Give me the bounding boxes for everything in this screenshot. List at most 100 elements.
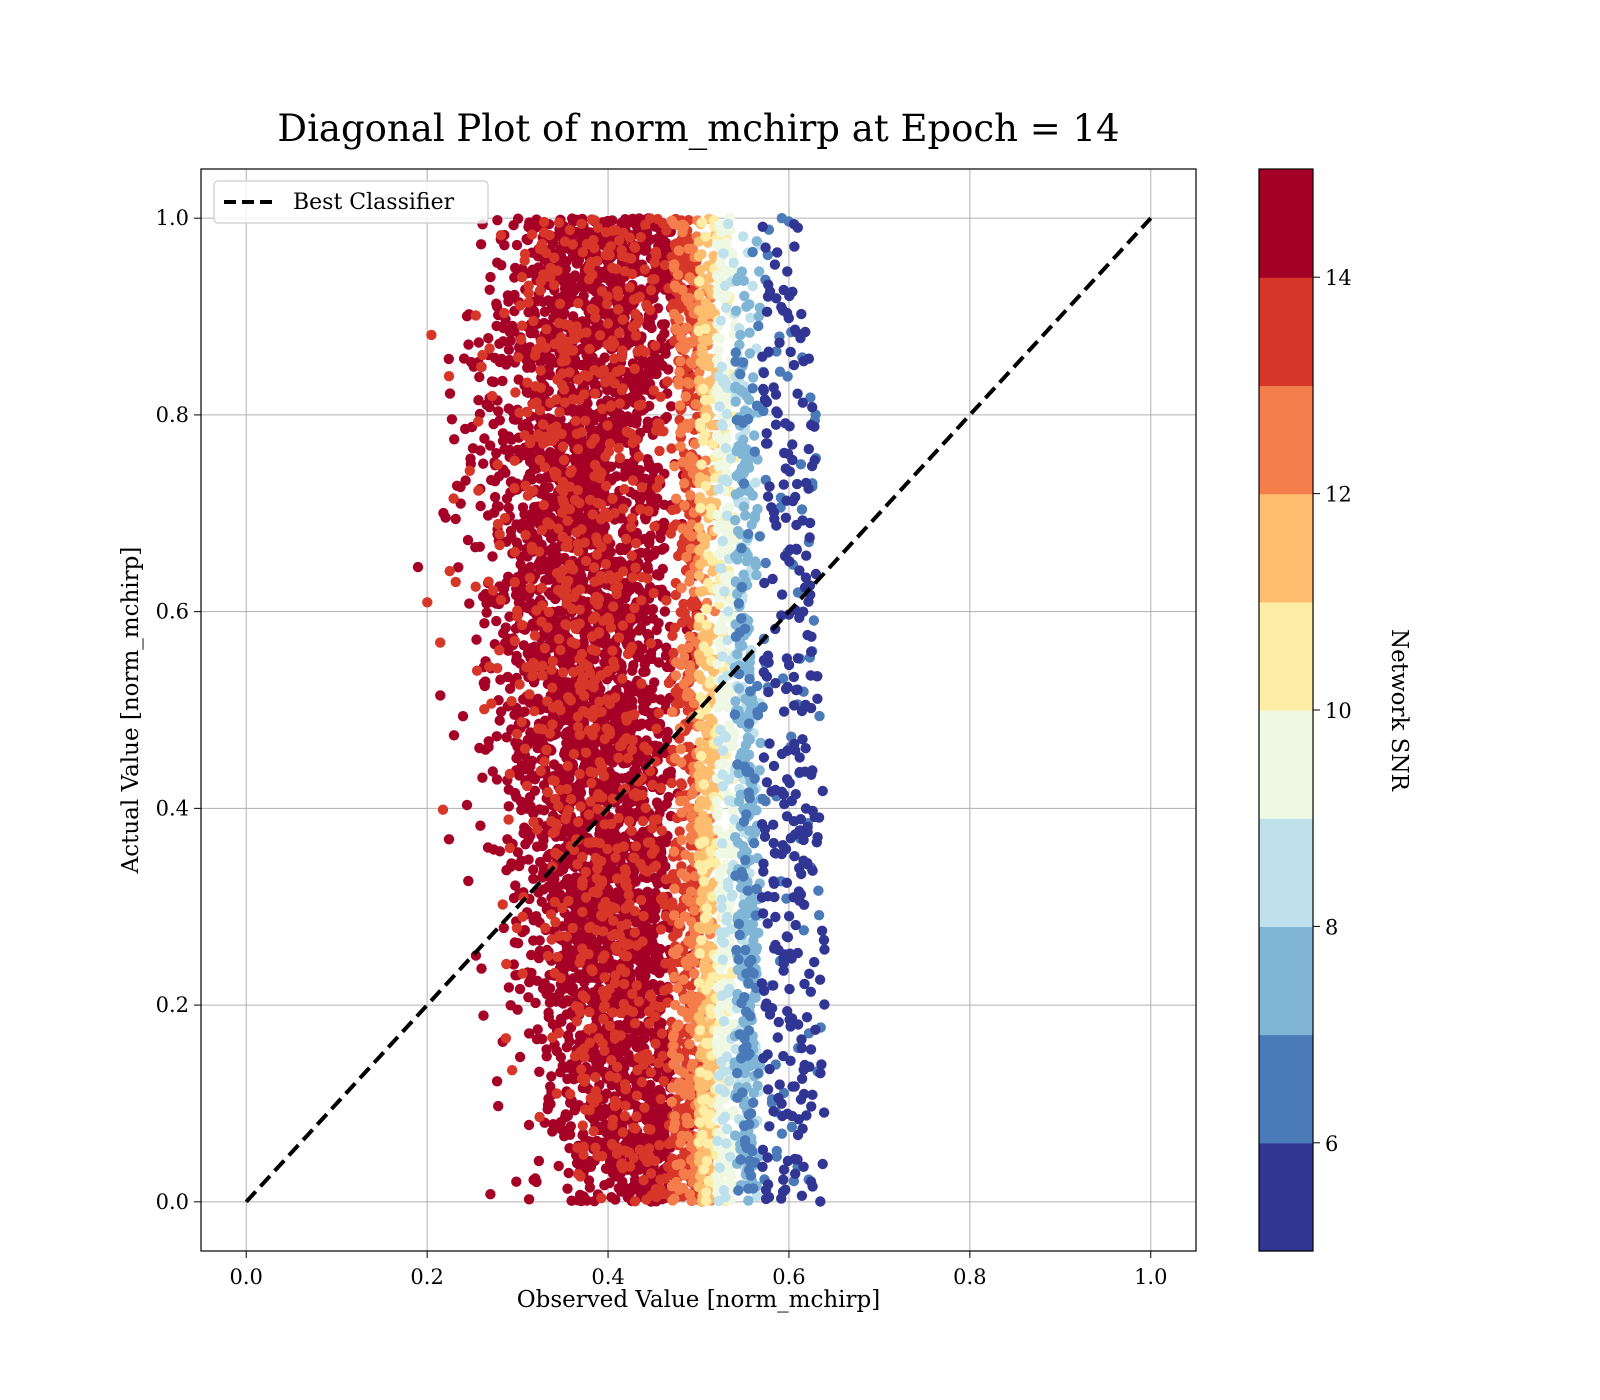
scatter-point — [537, 670, 548, 681]
scatter-point — [514, 679, 525, 690]
scatter-point — [653, 1057, 664, 1069]
scatter-point — [584, 1105, 595, 1116]
scatter-point — [616, 1160, 627, 1171]
scatter-point — [571, 272, 582, 283]
scatter-point — [554, 406, 565, 418]
scatter-point — [639, 1102, 650, 1114]
scatter-point — [552, 951, 563, 963]
scatter-point — [503, 502, 514, 513]
scatter-point — [526, 755, 538, 766]
scatter-point — [538, 269, 549, 280]
scatter-point — [515, 796, 527, 807]
scatter-point — [623, 373, 634, 385]
scatter-point — [574, 1006, 586, 1018]
scatter-point — [551, 1088, 562, 1099]
scatter-point — [525, 561, 536, 573]
scatter-point — [443, 834, 455, 845]
scatter-point — [646, 848, 658, 859]
scatter-point — [470, 542, 481, 553]
scatter-point — [598, 926, 609, 937]
scatter-point — [625, 698, 636, 709]
scatter-point — [564, 1036, 575, 1047]
scatter-point — [611, 873, 623, 884]
scatter-point — [511, 1176, 522, 1187]
scatter-point — [503, 814, 514, 825]
scatter-point — [504, 842, 515, 854]
scatter-point — [589, 215, 600, 226]
scatter-point — [533, 952, 545, 964]
scatter-point — [577, 1120, 588, 1131]
scatter-point — [556, 379, 568, 391]
scatter-point — [517, 518, 528, 529]
scatter-point — [477, 772, 488, 783]
scatter-point — [559, 351, 570, 362]
scatter-point — [568, 667, 579, 678]
scatter-point — [577, 880, 588, 891]
scatter-point — [540, 981, 551, 992]
scatter-point — [539, 643, 551, 654]
scatter-point — [570, 415, 581, 427]
scatter-point — [623, 815, 635, 827]
scatter-point — [545, 397, 556, 408]
scatter-point — [538, 884, 549, 895]
scatter-point — [529, 641, 540, 652]
scatter-point — [650, 545, 661, 557]
scatter-point — [624, 232, 635, 243]
scatter-point — [435, 637, 446, 648]
scatter-point — [473, 337, 484, 348]
scatter-point — [619, 484, 630, 495]
scatter-point — [437, 804, 449, 815]
scatter-point — [503, 982, 515, 993]
scatter-point — [546, 1071, 557, 1082]
scatter-point — [631, 1090, 643, 1101]
scatter-point — [630, 562, 641, 573]
scatter-point — [494, 539, 505, 551]
scatter-point — [580, 866, 591, 878]
scatter-point — [599, 950, 610, 961]
scatter-point — [444, 565, 455, 577]
scatter-point — [460, 423, 471, 435]
scatter-point — [536, 582, 547, 594]
scatter-point — [560, 279, 571, 290]
scatter-point — [549, 759, 560, 770]
scatter-point — [495, 230, 507, 241]
scatter-point — [659, 606, 671, 617]
scatter-point — [626, 253, 637, 264]
scatter-point — [648, 587, 659, 599]
scatter-point — [475, 500, 486, 512]
scatter-point — [571, 1016, 583, 1027]
scatter-point — [552, 584, 564, 596]
scatter-point — [504, 683, 516, 694]
scatter-point — [599, 972, 610, 983]
scatter-point — [655, 1093, 666, 1105]
scatter-point — [620, 903, 631, 914]
scatter-point — [658, 1075, 669, 1087]
scatter-point — [629, 602, 640, 614]
scatter-point — [625, 710, 636, 721]
scatter-point — [470, 581, 481, 592]
scatter-point — [491, 298, 502, 309]
scatter-point — [553, 800, 564, 812]
scatter-point — [636, 1076, 648, 1088]
scatter-point — [481, 607, 492, 618]
scatter-point — [520, 839, 531, 850]
scatter-point — [561, 738, 572, 749]
scatter-point — [577, 943, 588, 954]
scatter-point — [510, 387, 521, 398]
scatter-point — [492, 257, 503, 268]
scatter-point — [511, 537, 522, 548]
scatter-point — [544, 229, 555, 241]
scatter-point — [655, 924, 667, 935]
scatter-point — [581, 239, 593, 250]
scatter-point — [600, 309, 612, 321]
scatter-point — [600, 559, 612, 570]
scatter-point — [576, 1064, 587, 1075]
scatter-point — [633, 451, 645, 462]
scatter-point — [630, 308, 641, 320]
scatter-point — [512, 938, 524, 949]
scatter-point — [642, 837, 654, 848]
scatter-point — [645, 285, 657, 296]
scatter-point — [517, 968, 528, 979]
scatter-point — [519, 430, 530, 441]
scatter-point — [512, 213, 524, 224]
